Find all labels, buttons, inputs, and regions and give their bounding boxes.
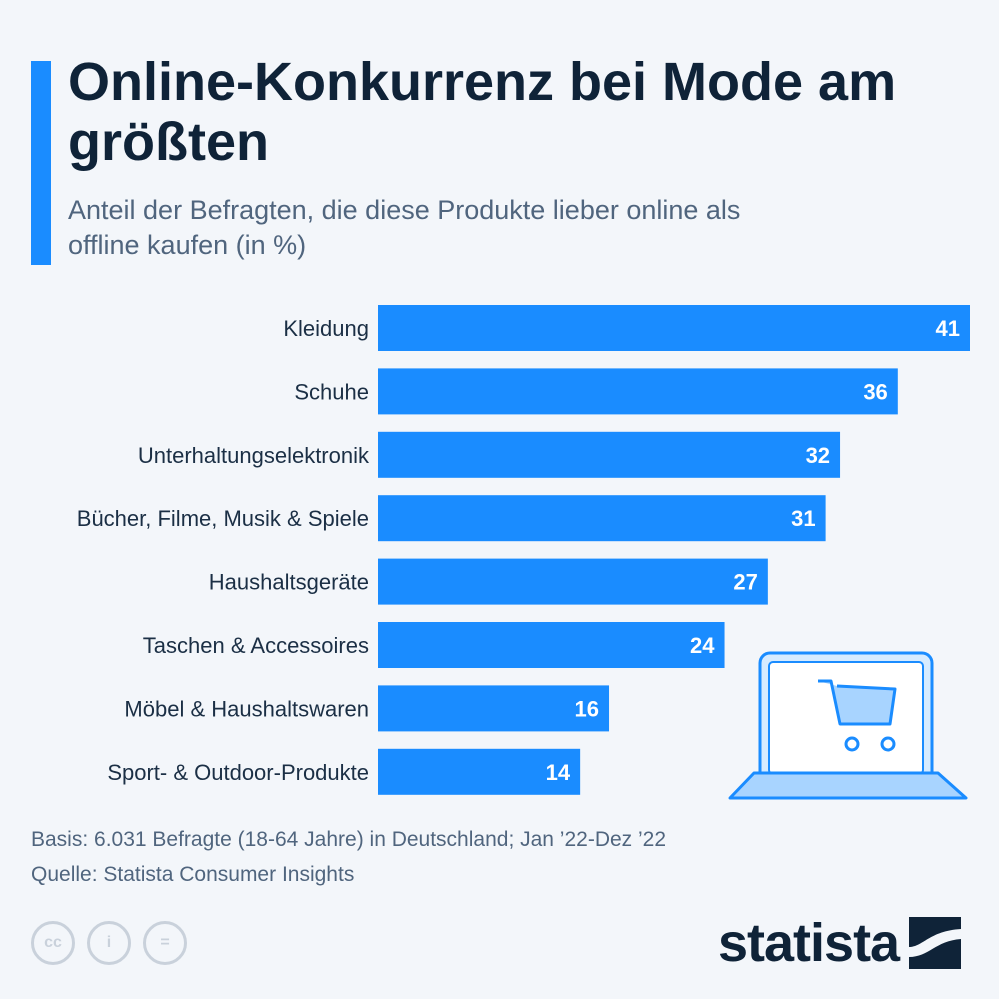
- category-label-4: Haushaltsgeräte: [209, 570, 369, 595]
- bar-5[interactable]: [378, 622, 725, 668]
- bar-4[interactable]: [378, 558, 768, 605]
- cc-icon[interactable]: cc: [31, 921, 75, 965]
- value-label-7: 14: [546, 760, 571, 785]
- basis-note: Basis: 6.031 Befragte (18-64 Jahre) in D…: [31, 828, 667, 851]
- value-label-0: 41: [936, 316, 960, 341]
- category-label-0: Kleidung: [283, 316, 369, 341]
- bar-6[interactable]: [378, 685, 610, 732]
- value-label-2: 32: [806, 443, 830, 468]
- source-note: Quelle: Statista Consumer Insights: [31, 863, 355, 886]
- bar-chart: Kleidung 41 Schuhe 36 Unterhaltungselektroni…: [77, 305, 970, 795]
- category-label-5: Taschen & Accessoires: [143, 633, 369, 658]
- bar-7[interactable]: [378, 748, 581, 795]
- statista-brand[interactable]: statista: [718, 913, 962, 973]
- value-label-4: 27: [733, 570, 757, 595]
- license-icons: cc i =: [31, 921, 187, 965]
- value-label-1: 36: [863, 379, 887, 404]
- category-label-3: Bücher, Filme, Musik & Spiele: [77, 506, 369, 531]
- value-label-6: 16: [575, 696, 599, 721]
- bar-0[interactable]: [378, 305, 970, 351]
- chart-subtitle: Anteil der Befragten, die diese Produkte…: [68, 195, 741, 260]
- category-label-2: Unterhaltungselektronik: [138, 443, 370, 468]
- no-derivatives-icon[interactable]: =: [143, 921, 187, 965]
- statista-logo-icon: [909, 917, 962, 969]
- by-attribution-icon[interactable]: i: [87, 921, 131, 965]
- category-label-1: Schuhe: [294, 379, 369, 404]
- value-label-3: 31: [791, 506, 815, 531]
- laptop-shopping-cart-icon: [728, 651, 968, 800]
- category-label-7: Sport- & Outdoor-Produkte: [107, 760, 369, 785]
- chart-title: Online-Konkurrenz bei Mode am größten: [68, 52, 897, 172]
- bar-1[interactable]: [378, 368, 898, 415]
- bar-2[interactable]: [378, 431, 841, 478]
- bar-3[interactable]: [378, 495, 826, 542]
- brand-name: statista: [718, 913, 900, 973]
- value-label-5: 24: [690, 633, 715, 658]
- category-label-6: Möbel & Haushaltswaren: [124, 696, 369, 721]
- title-accent-bar: [31, 61, 51, 265]
